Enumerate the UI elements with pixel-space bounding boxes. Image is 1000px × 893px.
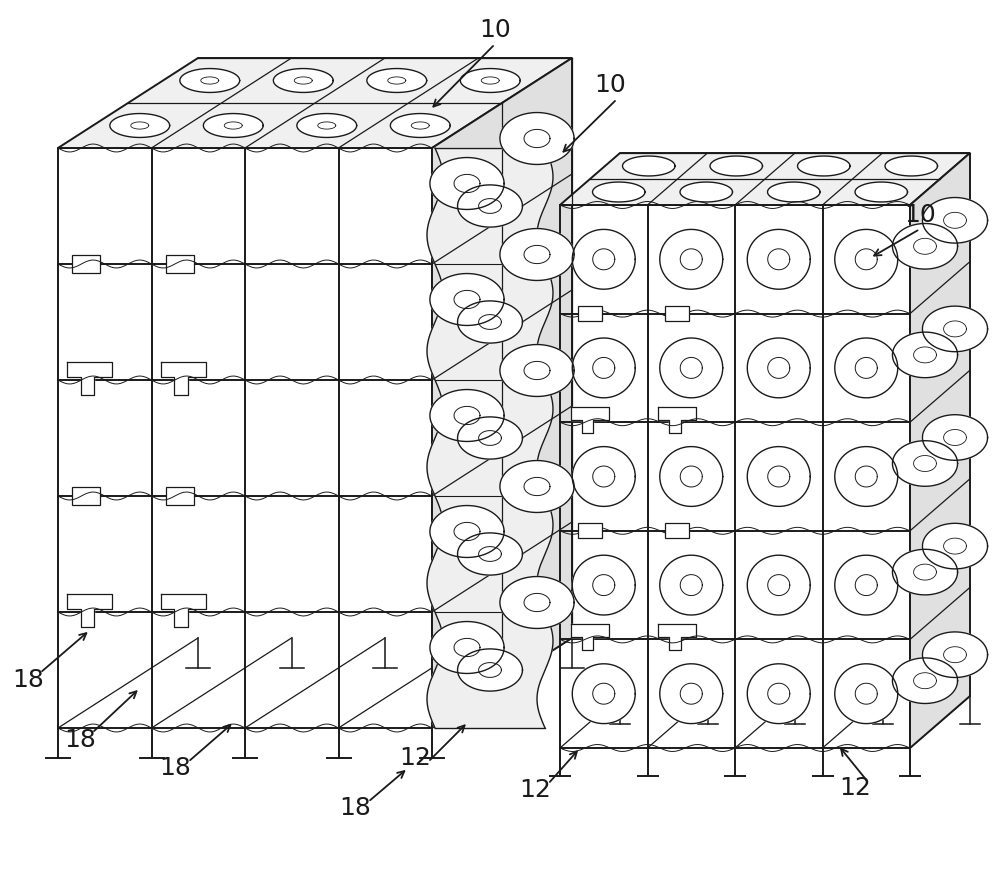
Polygon shape <box>572 230 635 289</box>
Polygon shape <box>593 182 645 202</box>
Polygon shape <box>500 345 574 396</box>
Text: 10: 10 <box>479 18 511 42</box>
Bar <box>166 255 194 273</box>
Polygon shape <box>835 663 898 723</box>
Polygon shape <box>570 624 608 650</box>
Bar <box>578 306 602 321</box>
Polygon shape <box>892 441 958 487</box>
Polygon shape <box>660 555 723 615</box>
Polygon shape <box>430 157 504 210</box>
Text: 18: 18 <box>64 728 96 752</box>
Polygon shape <box>572 446 635 506</box>
Polygon shape <box>855 182 908 202</box>
Polygon shape <box>892 549 958 595</box>
Bar <box>578 523 602 538</box>
Polygon shape <box>922 306 988 352</box>
Polygon shape <box>572 555 635 615</box>
Polygon shape <box>458 533 522 575</box>
Polygon shape <box>430 273 504 325</box>
Polygon shape <box>58 58 572 148</box>
Polygon shape <box>460 69 520 93</box>
Polygon shape <box>572 663 635 723</box>
Polygon shape <box>747 338 810 397</box>
Polygon shape <box>922 523 988 569</box>
Polygon shape <box>430 505 504 557</box>
Polygon shape <box>297 113 357 138</box>
Polygon shape <box>427 148 553 728</box>
Text: 10: 10 <box>904 203 936 227</box>
Polygon shape <box>798 156 850 176</box>
Polygon shape <box>458 185 522 227</box>
Polygon shape <box>161 594 206 627</box>
Polygon shape <box>500 577 574 629</box>
Polygon shape <box>885 156 938 176</box>
Polygon shape <box>67 362 112 395</box>
Polygon shape <box>835 446 898 506</box>
Polygon shape <box>658 624 696 650</box>
Polygon shape <box>892 658 958 704</box>
Polygon shape <box>110 113 170 138</box>
Polygon shape <box>835 230 898 289</box>
Polygon shape <box>623 156 675 176</box>
Polygon shape <box>161 362 206 395</box>
Bar <box>665 306 689 321</box>
Polygon shape <box>570 406 608 432</box>
Text: 12: 12 <box>519 778 551 802</box>
Text: 18: 18 <box>339 796 371 820</box>
Polygon shape <box>67 594 112 627</box>
Polygon shape <box>430 389 504 441</box>
Text: 12: 12 <box>399 746 431 770</box>
Polygon shape <box>273 69 333 93</box>
Polygon shape <box>458 301 522 343</box>
Polygon shape <box>390 113 450 138</box>
Polygon shape <box>892 332 958 378</box>
Polygon shape <box>430 622 504 673</box>
Polygon shape <box>367 69 427 93</box>
Polygon shape <box>922 414 988 460</box>
Bar <box>665 523 689 538</box>
Polygon shape <box>560 153 970 205</box>
Bar <box>72 487 100 505</box>
Polygon shape <box>500 461 574 513</box>
Polygon shape <box>680 182 732 202</box>
Polygon shape <box>660 230 723 289</box>
Polygon shape <box>892 223 958 269</box>
Polygon shape <box>660 663 723 723</box>
Polygon shape <box>835 338 898 397</box>
Polygon shape <box>835 555 898 615</box>
Polygon shape <box>180 69 240 93</box>
Polygon shape <box>660 338 723 397</box>
Polygon shape <box>458 417 522 459</box>
Polygon shape <box>500 229 574 280</box>
Polygon shape <box>500 113 574 164</box>
Polygon shape <box>768 182 820 202</box>
Text: 10: 10 <box>594 73 626 97</box>
Text: 18: 18 <box>12 668 44 692</box>
Bar <box>166 487 194 505</box>
Bar <box>72 255 100 273</box>
Polygon shape <box>922 197 988 243</box>
Polygon shape <box>747 230 810 289</box>
Text: 12: 12 <box>839 776 871 800</box>
Polygon shape <box>710 156 763 176</box>
Polygon shape <box>910 153 970 748</box>
Polygon shape <box>660 446 723 506</box>
Polygon shape <box>203 113 263 138</box>
Text: 18: 18 <box>159 756 191 780</box>
Polygon shape <box>747 663 810 723</box>
Polygon shape <box>922 632 988 678</box>
Polygon shape <box>747 555 810 615</box>
Polygon shape <box>747 446 810 506</box>
Polygon shape <box>458 649 522 691</box>
Polygon shape <box>432 58 572 728</box>
Polygon shape <box>572 338 635 397</box>
Polygon shape <box>658 406 696 432</box>
